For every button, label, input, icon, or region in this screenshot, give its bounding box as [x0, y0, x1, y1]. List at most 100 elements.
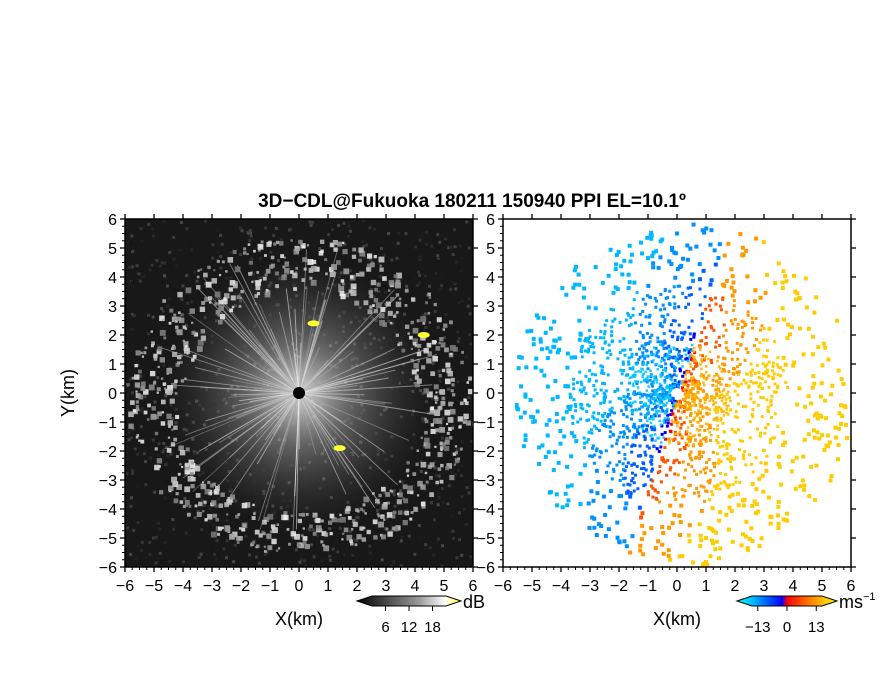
- velocity-pixel: [746, 548, 750, 552]
- noise-pixel: [312, 528, 315, 531]
- echo-pixel: [355, 543, 358, 546]
- noise-pixel: [336, 550, 339, 553]
- velocity-pixel: [733, 382, 736, 385]
- noise-pixel: [185, 532, 188, 535]
- echo-pixel: [202, 481, 204, 483]
- echo-pixel: [233, 284, 238, 289]
- velocity-pixel: [617, 494, 621, 498]
- velocity-pixel: [788, 332, 792, 336]
- noise-pixel: [171, 518, 174, 521]
- echo-pixel: [378, 522, 384, 528]
- velocity-pixel: [644, 437, 647, 440]
- velocity-pixel: [709, 439, 712, 442]
- echo-pixel: [342, 242, 344, 244]
- velocity-pixel: [552, 320, 556, 324]
- velocity-pixel: [773, 340, 776, 343]
- noise-pixel: [160, 307, 163, 310]
- velocity-pixel: [605, 471, 608, 474]
- colorbar-tick-label: 18: [424, 619, 441, 636]
- velocity-pixel: [720, 308, 723, 311]
- velocity-pixel: [749, 380, 752, 383]
- velocity-pixel: [687, 463, 690, 466]
- velocity-pixel: [802, 352, 806, 356]
- echo-pixel: [429, 412, 432, 415]
- echo-pixel: [351, 284, 357, 290]
- noise-pixel: [343, 222, 346, 225]
- velocity-pixel: [674, 319, 677, 322]
- echo-pixel: [167, 448, 172, 453]
- echo-pixel: [387, 512, 393, 518]
- velocity-pixel: [702, 390, 705, 393]
- noise-pixel: [437, 538, 440, 541]
- noise-pixel: [275, 227, 278, 230]
- velocity-pixel: [577, 319, 581, 323]
- velocity-pixel: [574, 409, 577, 412]
- velocity-pixel: [618, 436, 621, 439]
- velocity-pixel: [610, 419, 613, 422]
- velocity-pixel-inner: [715, 385, 718, 388]
- noise-pixel: [433, 518, 436, 521]
- velocity-pixel: [725, 384, 728, 387]
- velocity-pixel: [784, 363, 788, 367]
- velocity-pixel-inner: [653, 376, 656, 379]
- velocity-pixel: [582, 296, 586, 300]
- velocity-pixel-inner: [659, 383, 662, 386]
- velocity-pixel: [649, 237, 653, 241]
- x-tick-label: 0: [673, 578, 682, 595]
- velocity-pixel: [645, 428, 648, 431]
- echo-pixel: [239, 305, 242, 308]
- velocity-pixel: [626, 312, 629, 315]
- noise-pixel: [137, 272, 140, 275]
- echo-pixel: [155, 432, 158, 435]
- velocity-pixel: [759, 396, 762, 399]
- echo-pixel: [461, 351, 464, 354]
- echo-pixel: [302, 257, 307, 262]
- echo-pixel: [160, 357, 165, 362]
- echo-pixel: [185, 470, 190, 475]
- y-tick-label: −2: [477, 444, 495, 461]
- velocity-pixel: [684, 296, 687, 299]
- velocity-pixel: [519, 384, 523, 388]
- velocity-pixel: [555, 419, 559, 423]
- velocity-pixel-inner: [690, 350, 693, 353]
- velocity-pixel: [724, 473, 727, 476]
- velocity-pixel: [771, 376, 774, 379]
- velocity-pixel: [593, 361, 596, 364]
- echo-pixel: [218, 527, 222, 531]
- noise-pixel: [368, 545, 371, 548]
- echo-pixel: [191, 331, 195, 335]
- velocity-pixel: [636, 465, 639, 468]
- velocity-pixel: [628, 495, 632, 499]
- velocity-pixel-inner: [694, 411, 697, 414]
- noise-pixel: [190, 300, 193, 303]
- noise-pixel: [376, 509, 379, 512]
- velocity-pixel-inner: [669, 348, 672, 351]
- noise-pixel: [204, 540, 207, 543]
- velocity-pixel: [657, 266, 661, 270]
- noise-pixel: [132, 529, 135, 532]
- velocity-pixel: [682, 460, 685, 463]
- velocity-pixel: [694, 438, 697, 441]
- velocity-pixel: [690, 458, 693, 461]
- velocity-pixel-inner: [684, 377, 687, 380]
- velocity-pixel: [769, 441, 772, 444]
- noise-pixel: [442, 501, 445, 504]
- noise-pixel: [204, 220, 207, 223]
- noise-pixel: [130, 496, 133, 499]
- velocity-pixel: [714, 263, 718, 267]
- velocity-pixel-inner: [668, 442, 671, 445]
- noise-pixel: [469, 342, 472, 345]
- noise-pixel: [213, 553, 216, 556]
- velocity-pixel-inner: [630, 402, 633, 405]
- velocity-pixel-inner: [659, 344, 662, 347]
- velocity-pixel: [562, 434, 566, 438]
- velocity-pixel: [734, 476, 737, 479]
- x-tick-label: 5: [818, 578, 827, 595]
- velocity-pixel: [617, 250, 621, 254]
- velocity-pixel: [603, 412, 606, 415]
- echo-pixel: [128, 424, 133, 429]
- velocity-pixel: [651, 265, 655, 269]
- echo-pixel: [151, 344, 154, 347]
- noise-pixel: [430, 501, 433, 504]
- echo-pixel: [167, 373, 169, 375]
